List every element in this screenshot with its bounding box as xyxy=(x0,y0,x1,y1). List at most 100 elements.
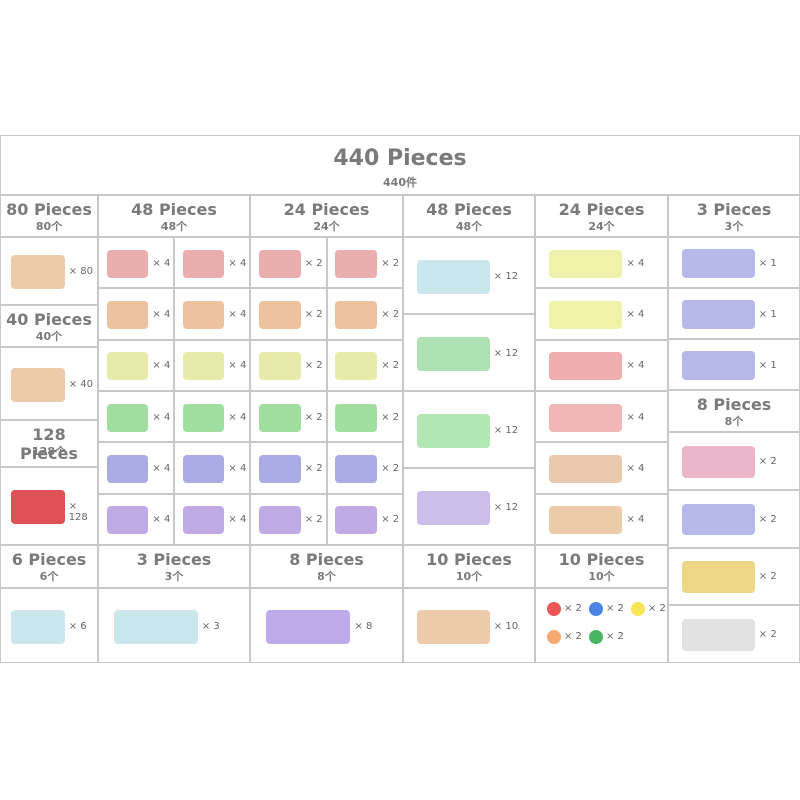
section-subtitle: 10个 xyxy=(588,570,615,583)
piece-icon xyxy=(114,609,198,644)
section-subtitle: 24个 xyxy=(313,220,340,233)
item-cell: × 4 xyxy=(98,288,174,340)
item-cell: × 2 xyxy=(326,288,403,340)
main-title: 440 Pieces xyxy=(333,146,467,171)
item-count: × 2 xyxy=(304,257,323,269)
piece-icon xyxy=(682,300,755,329)
item-count: × 4 xyxy=(152,514,171,526)
item-count: × 6 xyxy=(68,620,87,632)
item-count: × 4 xyxy=(152,462,171,474)
item-count: × 4 xyxy=(626,308,645,320)
item-cell: × 3 xyxy=(98,588,250,663)
piece-icon xyxy=(182,352,225,381)
piece-icon xyxy=(335,249,378,278)
item-cell: × 6 xyxy=(0,588,98,663)
item-cell: × 2 xyxy=(668,605,800,663)
item-cell: × 4 xyxy=(535,339,668,391)
item-count: × 8 xyxy=(354,620,373,632)
section-subtitle: 80个 xyxy=(35,220,63,233)
item-count: × 2 xyxy=(648,603,666,614)
item-cell: × 2 xyxy=(250,288,327,340)
section-title: 40 Pieces xyxy=(6,310,92,329)
section-title: 6 Pieces xyxy=(11,550,87,569)
item-cell: × 12 xyxy=(403,391,535,468)
section-subtitle: 24个 xyxy=(588,220,615,233)
section-header: 24 Pieces 24个 xyxy=(535,195,668,237)
item-count: × 2 xyxy=(606,631,624,642)
ball xyxy=(589,630,603,644)
section-title: 10 Pieces xyxy=(426,550,512,569)
section-subtitle: 40个 xyxy=(35,330,63,343)
item-count: × 4 xyxy=(152,257,171,269)
item-count: × 4 xyxy=(626,514,645,526)
section-subtitle: 48个 xyxy=(160,220,188,233)
section-subtitle: 8个 xyxy=(317,570,336,583)
item-cell: × 4 xyxy=(535,493,668,545)
item-cell: × 4 xyxy=(98,493,174,545)
item-count: × 4 xyxy=(228,411,247,423)
item-count: × 2 xyxy=(606,603,624,614)
section-header: 8 Pieces 8个 xyxy=(250,545,403,588)
item-cell: × 40 xyxy=(0,347,98,420)
main-subtitle: 440件 xyxy=(383,176,417,189)
piece-icon xyxy=(106,506,149,535)
item-count: × 4 xyxy=(152,360,171,372)
item-count: × 3 xyxy=(201,620,220,632)
item-cell: × 4 xyxy=(98,391,174,443)
item-count: × 2 xyxy=(304,514,323,526)
item-count: × 2 xyxy=(758,513,777,525)
section-header: 48 Pieces 48个 xyxy=(98,195,250,237)
section-header: 3 Pieces 3个 xyxy=(668,195,800,237)
item-cell: × 4 xyxy=(535,237,668,289)
item-count: × 2 xyxy=(304,360,323,372)
item-cell: × 12 xyxy=(403,314,535,391)
item-cell: × 1 xyxy=(668,237,800,288)
item-count: × 2 xyxy=(564,631,582,642)
item-cell: × 4 xyxy=(174,288,250,340)
item-cell: × 10 xyxy=(403,588,535,663)
section-title: 3 Pieces xyxy=(136,550,212,569)
item-cell: × 2 xyxy=(668,489,800,548)
item-count: × 4 xyxy=(152,308,171,320)
item-cell: × 4 xyxy=(174,391,250,443)
piece-icon xyxy=(417,413,490,448)
piece-icon xyxy=(258,352,301,381)
piece-icon xyxy=(258,249,301,278)
piece-icon xyxy=(417,336,490,371)
item-count: × 12 xyxy=(493,270,519,282)
piece-icon xyxy=(258,403,301,432)
item-cell: × 2 xyxy=(326,442,403,494)
piece-icon xyxy=(258,506,301,535)
item-count: × 10 xyxy=(493,620,519,632)
item-count: × 1 xyxy=(758,359,777,371)
piece-icon xyxy=(417,259,490,294)
section-title: 48 Pieces xyxy=(426,200,512,219)
item-count: × 2 xyxy=(564,603,582,614)
item-count: × 4 xyxy=(626,257,645,269)
piece-icon xyxy=(258,300,301,330)
item-count: × 2 xyxy=(381,308,400,320)
section-title: 80 Pieces xyxy=(6,200,92,219)
section-header: 40 Pieces 40个 xyxy=(0,305,98,347)
piece-icon xyxy=(106,352,149,381)
item-count: × 2 xyxy=(381,257,400,269)
item-count: × 12 xyxy=(493,424,519,436)
item-cell: × 2 xyxy=(250,493,327,545)
item-cell: × 2 xyxy=(250,442,327,494)
item-cell: × 12 xyxy=(403,468,535,545)
ball xyxy=(631,602,645,616)
item-cell: × 4 xyxy=(98,442,174,494)
section-subtitle: 6个 xyxy=(39,570,59,583)
piece-icon xyxy=(549,300,623,330)
piece-icon xyxy=(10,490,65,524)
item-count: × 128 xyxy=(68,501,88,523)
piece-icon xyxy=(682,503,755,536)
item-count: × 12 xyxy=(493,501,519,513)
section-title: 8 Pieces xyxy=(289,550,364,569)
item-cell: × 4 xyxy=(98,339,174,391)
piece-icon xyxy=(10,609,65,644)
piece-icon xyxy=(682,351,755,380)
item-cell: × 4 xyxy=(174,339,250,391)
piece-icon xyxy=(682,249,755,278)
item-cell: × 4 xyxy=(98,237,174,289)
